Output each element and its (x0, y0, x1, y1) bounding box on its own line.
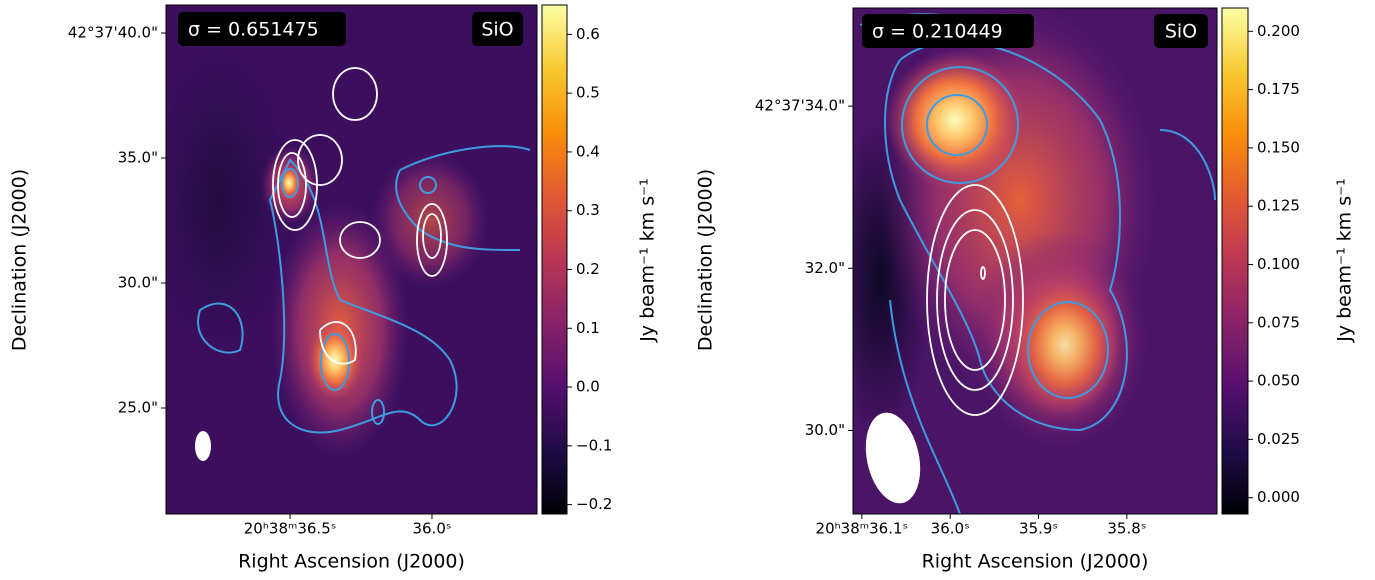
annotation: σ = 0.651475 (188, 19, 319, 41)
colorbar-tick-label: 0.050 (1257, 372, 1300, 390)
colorbar-tick-label: 0.2 (576, 260, 600, 278)
axes-frame (852, 7, 1218, 515)
x-tick-label: 20ʰ38ᵐ36.5ˢ (244, 520, 337, 538)
colorbar-tick-label: 0.1 (576, 319, 600, 337)
annotation: σ = 0.210449 (872, 21, 1003, 43)
line-label: SiO (1165, 21, 1197, 43)
line-label-box (472, 12, 523, 46)
colorbar (541, 4, 568, 515)
colorbar (1221, 7, 1249, 515)
y-tick-label: 42°37'40.0" (68, 24, 158, 42)
colorbar-tick-label: 0.075 (1257, 313, 1300, 331)
colorbar-tick-label: 0.3 (576, 201, 600, 219)
colorbar-tick-label: 0.175 (1257, 80, 1300, 98)
y-tick-label: 42°37'34.0" (755, 97, 845, 115)
annotation-box (178, 12, 346, 46)
y-axis-title: Declination (J2000) (9, 169, 31, 351)
axes-frame (165, 4, 538, 515)
colorbar-tick-label: 0.100 (1257, 255, 1300, 273)
x-tick-label: 35.8ˢ (1107, 520, 1146, 538)
line-label-box (1154, 14, 1208, 48)
x-tick-label: 35.9ˢ (1019, 520, 1058, 538)
y-tick-label: 30.0" (118, 274, 158, 292)
colorbar-tick-label: −0.2 (576, 495, 612, 513)
colorbar-tick-label: 0.000 (1257, 488, 1300, 506)
colorbar-tick-label: 0.025 (1257, 430, 1300, 448)
y-tick-label: 32.0" (805, 259, 845, 277)
colorbar-title: Jy beam⁻¹ km s⁻¹ (1334, 178, 1356, 343)
colorbar-tick-label: 0.150 (1257, 138, 1300, 156)
y-tick-label: 25.0" (118, 399, 158, 417)
annotation-box (862, 14, 1034, 48)
colorbar-tick-label: 0.0 (576, 378, 600, 396)
y-tick-label: 35.0" (118, 149, 158, 167)
colorbar-tick-label: 0.4 (576, 142, 600, 160)
x-tick-label: 36.0ˢ (931, 520, 970, 538)
y-axis-title: Declination (J2000) (695, 169, 717, 351)
line-label: SiO (481, 19, 513, 41)
colorbar-tick-label: 0.200 (1257, 22, 1300, 40)
y-tick-label: 30.0" (805, 421, 845, 439)
x-tick-label: 36.0ˢ (412, 520, 451, 538)
colorbar-tick-label: −0.1 (576, 436, 612, 454)
x-axis-title: Right Ascension (J2000) (238, 551, 465, 573)
colorbar-tick-label: 0.125 (1257, 197, 1300, 215)
image (853, 8, 1217, 514)
x-axis-title: Right Ascension (J2000) (922, 551, 1149, 573)
colorbar-tick-label: 0.5 (576, 84, 600, 102)
x-tick-label: 20ʰ38ᵐ36.1ˢ (816, 520, 909, 538)
colorbar-title: Jy beam⁻¹ km s⁻¹ (637, 178, 659, 343)
colorbar-tick-label: 0.6 (576, 25, 600, 43)
image (166, 5, 537, 514)
